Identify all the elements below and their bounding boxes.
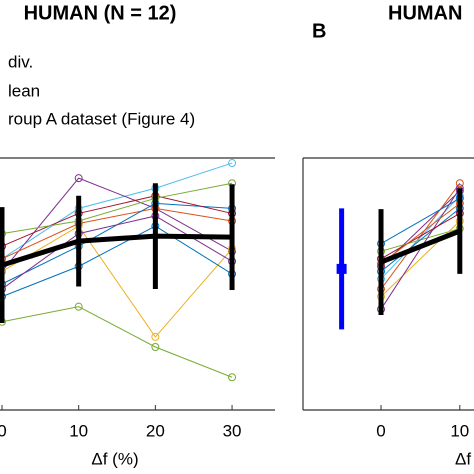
subject-marker — [228, 373, 237, 382]
mean-line — [1, 233, 233, 268]
subject-line — [1, 225, 233, 298]
subject-marker — [228, 159, 237, 168]
x-tick-label: 10 — [450, 421, 469, 440]
subject-line — [380, 208, 461, 272]
subject-marker — [151, 332, 160, 341]
subject-line — [380, 195, 461, 280]
panel-label: B — [312, 20, 326, 42]
subject-line — [1, 225, 233, 338]
x-axis-label: Δf — [455, 449, 471, 468]
subject-line — [380, 197, 461, 245]
panel-title: HUMAN — [388, 2, 462, 24]
x-tick-label: 0 — [376, 421, 385, 440]
legend-text: div. — [8, 52, 33, 71]
subject-line — [1, 306, 233, 378]
subject-marker — [151, 343, 160, 351]
subject-line — [1, 207, 233, 260]
panel-title: HUMAN (N = 12) — [24, 2, 177, 24]
legend-text: lean — [8, 81, 40, 100]
subject-line — [1, 182, 233, 235]
reference-marker — [336, 263, 347, 274]
subject-line — [380, 213, 461, 260]
legend-text: roup A dataset (Figure 4) — [8, 109, 195, 128]
subject-line — [1, 195, 233, 247]
subject-line — [1, 162, 233, 260]
subject-line — [380, 202, 461, 265]
x-tick-label: 30 — [223, 421, 242, 440]
x-axis-label: Δf (%) — [91, 449, 138, 468]
x-tick-label: 10 — [69, 421, 88, 440]
subject-marker — [74, 174, 83, 183]
x-tick-label: 20 — [146, 421, 165, 440]
subject-line — [1, 177, 233, 272]
subject-marker — [74, 302, 83, 311]
mean-line — [380, 228, 461, 265]
x-tick-label: 0 — [0, 421, 7, 440]
subject-marker — [455, 179, 464, 188]
